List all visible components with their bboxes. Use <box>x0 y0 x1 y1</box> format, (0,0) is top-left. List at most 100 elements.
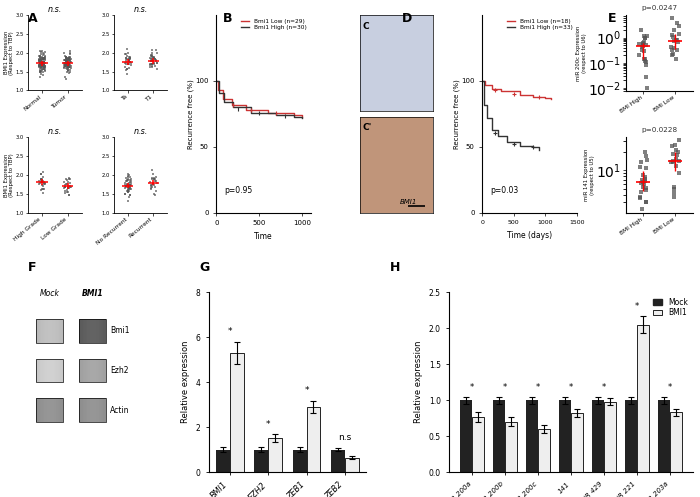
Bar <box>40 319 41 342</box>
Point <box>36 64 47 72</box>
Bar <box>104 319 105 342</box>
Point <box>125 59 136 67</box>
Point <box>35 61 46 69</box>
Point <box>639 34 650 42</box>
Bar <box>80 319 81 342</box>
Point <box>37 59 48 67</box>
Point <box>35 54 46 62</box>
Point <box>640 173 651 181</box>
Point <box>36 59 48 67</box>
Legend: Mock, BMI1: Mock, BMI1 <box>651 296 690 319</box>
Bar <box>87 319 88 342</box>
Point <box>36 186 47 194</box>
Point <box>151 59 162 67</box>
Point <box>125 191 136 199</box>
Point <box>673 158 685 166</box>
Point <box>34 57 46 65</box>
Point <box>123 181 134 189</box>
Bar <box>83 399 84 422</box>
Text: p=0.95: p=0.95 <box>224 186 252 195</box>
Point <box>120 182 132 190</box>
Bar <box>36 359 63 382</box>
Point <box>34 52 46 60</box>
Point <box>63 63 74 71</box>
Point <box>37 182 48 190</box>
Bar <box>51 359 52 382</box>
Point <box>122 71 133 79</box>
Text: Bmi1: Bmi1 <box>110 327 130 335</box>
Point <box>35 68 46 76</box>
Bar <box>36 359 37 382</box>
Point <box>120 60 132 68</box>
Point <box>122 176 133 184</box>
Point <box>146 174 158 182</box>
Point <box>60 61 71 69</box>
Bar <box>59 319 60 342</box>
Bar <box>62 319 63 342</box>
Point <box>121 45 132 53</box>
Point <box>60 52 71 60</box>
Point <box>666 51 678 59</box>
Point <box>61 57 72 65</box>
Point <box>36 181 48 189</box>
Point <box>146 57 157 65</box>
Point <box>34 74 46 82</box>
Text: C': C' <box>363 123 372 133</box>
Bar <box>37 359 38 382</box>
Point <box>36 69 47 77</box>
Bar <box>43 399 44 422</box>
Point <box>34 58 46 66</box>
Bar <box>99 399 101 422</box>
Text: BMI1: BMI1 <box>82 289 103 298</box>
Bar <box>47 399 48 422</box>
Bar <box>90 399 91 422</box>
Bar <box>254 450 268 472</box>
Point <box>38 58 50 66</box>
Point <box>64 63 76 71</box>
Point <box>146 180 157 188</box>
Point <box>125 181 136 189</box>
Point <box>148 60 160 68</box>
Bar <box>50 359 51 382</box>
Bar <box>592 400 604 472</box>
Point <box>123 64 134 72</box>
Point <box>34 61 45 69</box>
Point <box>59 187 70 195</box>
Point <box>64 69 75 77</box>
Point <box>64 63 75 71</box>
Bar <box>99 319 101 342</box>
Point <box>36 175 47 183</box>
Point <box>150 55 161 63</box>
Point <box>63 54 74 62</box>
Bar <box>55 319 56 342</box>
Point <box>62 62 74 70</box>
Point <box>34 56 46 64</box>
Point <box>64 63 75 71</box>
Bar <box>54 319 55 342</box>
Point <box>37 62 48 70</box>
Bar <box>97 359 98 382</box>
Point <box>40 63 51 71</box>
Bar <box>90 319 91 342</box>
Bar <box>94 359 95 382</box>
Bar <box>97 319 98 342</box>
Text: E: E <box>608 12 616 25</box>
Point <box>125 182 136 190</box>
Point <box>64 56 75 64</box>
Point <box>61 60 72 68</box>
Point <box>638 180 650 188</box>
Point <box>639 57 650 65</box>
Point <box>38 60 50 68</box>
Point <box>64 68 76 76</box>
Point <box>671 155 682 163</box>
Point <box>36 54 47 62</box>
Point <box>38 62 50 70</box>
Point <box>639 174 650 182</box>
Bar <box>56 359 57 382</box>
Point <box>120 58 131 66</box>
Point <box>59 56 70 64</box>
Bar <box>55 359 56 382</box>
Point <box>37 58 48 66</box>
Bar <box>60 319 62 342</box>
Point <box>37 60 48 68</box>
